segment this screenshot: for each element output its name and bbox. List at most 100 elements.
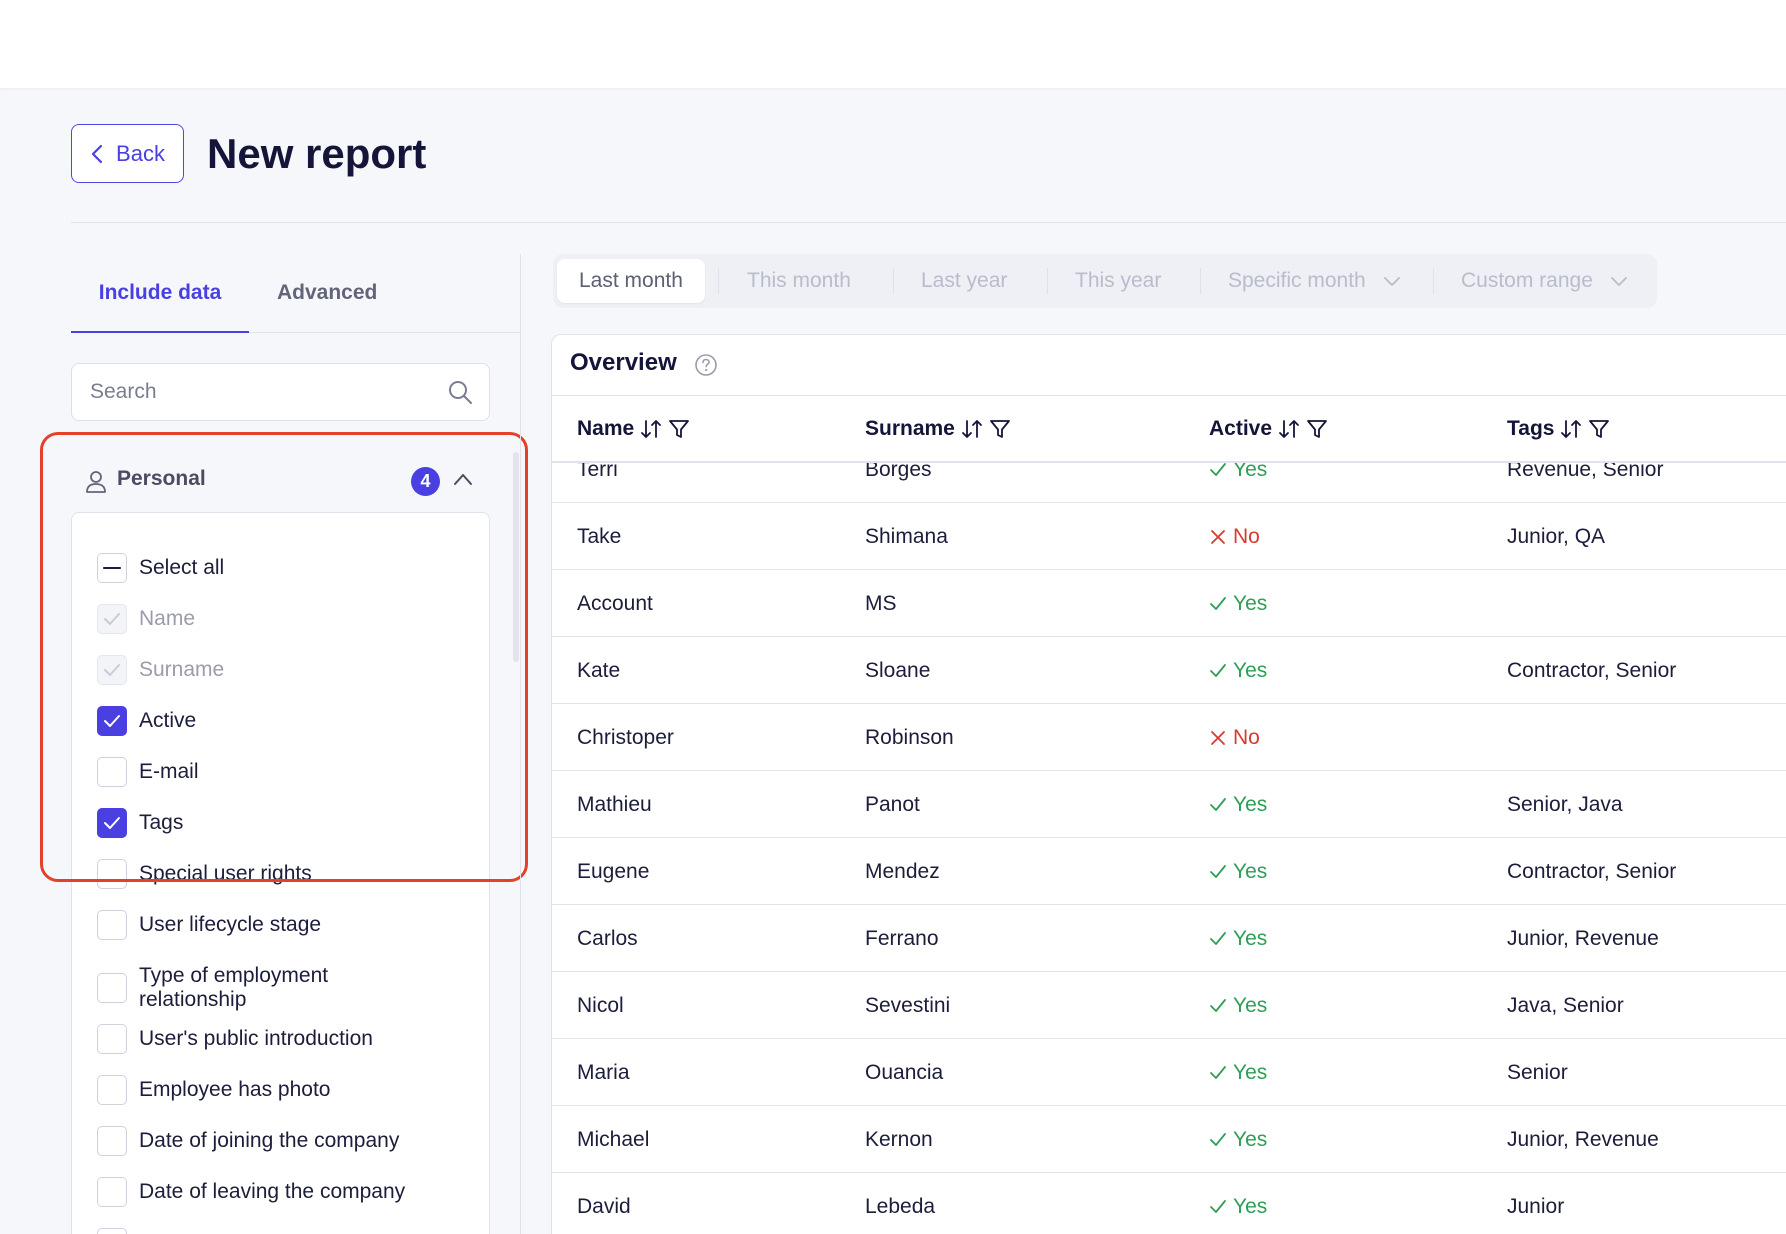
checkbox[interactable] — [97, 859, 127, 889]
column-label: Active — [1209, 417, 1273, 440]
table-row[interactable]: Christoper Robinson No — [552, 704, 1786, 771]
cell-name: Maria — [577, 1061, 630, 1084]
option-next[interactable] — [97, 1227, 127, 1234]
checkbox[interactable] — [97, 910, 127, 940]
option-label: Date of joining the company — [139, 1129, 400, 1152]
table-row[interactable]: Nicol Sevestini Yes Java, Senior — [552, 972, 1786, 1039]
cell-active: No — [1209, 704, 1260, 771]
checkbox-disabled — [97, 604, 127, 634]
cell-name: Carlos — [577, 927, 638, 950]
cell-surname: Lebeda — [865, 1195, 936, 1218]
cell-active: Yes — [1209, 637, 1267, 704]
cell-active: Yes — [1209, 972, 1267, 1039]
cell-name: Michael — [577, 1128, 650, 1151]
option-date-leaving[interactable]: Date of leaving the company — [97, 1176, 405, 1208]
checkbox[interactable] — [97, 1228, 127, 1234]
option-user-lifecycle-stage[interactable]: User lifecycle stage — [97, 909, 321, 941]
checkbox[interactable] — [97, 1126, 127, 1156]
checkbox[interactable] — [97, 1024, 127, 1054]
check-icon — [1210, 1199, 1226, 1213]
option-label: Employee has photo — [139, 1078, 331, 1101]
active-status: Yes — [1233, 793, 1268, 816]
chevron-up-icon[interactable] — [453, 472, 473, 486]
column-header-surname[interactable]: Surname — [865, 417, 1011, 441]
period-specific-month[interactable]: Specific month — [1206, 259, 1422, 303]
checkbox-indeterminate[interactable] — [97, 553, 127, 583]
checkbox[interactable] — [97, 1177, 127, 1207]
column-header-tags[interactable]: Tags — [1507, 417, 1610, 441]
check-icon — [104, 715, 120, 727]
option-special-user-rights[interactable]: Special user rights — [97, 858, 312, 890]
active-status: Yes — [1233, 994, 1268, 1017]
option-tags[interactable]: Tags — [97, 807, 183, 839]
sort-icon[interactable] — [640, 418, 662, 440]
checkbox[interactable] — [97, 1075, 127, 1105]
filter-icon[interactable] — [1588, 418, 1610, 440]
cell-surname: Robinson — [865, 726, 954, 749]
column-header-active[interactable]: Active — [1209, 417, 1328, 441]
period-this-year[interactable]: This year — [1075, 269, 1162, 292]
check-icon — [1210, 797, 1226, 811]
sort-icon[interactable] — [1278, 418, 1300, 440]
search-icon[interactable] — [447, 379, 473, 405]
column-label: Name — [577, 417, 635, 440]
overview-title: Overview — [570, 349, 677, 376]
search-box — [71, 363, 490, 421]
table-row[interactable]: Terri Borges Yes Revenue, Senior — [552, 462, 1786, 503]
option-label: Select all — [139, 556, 225, 579]
scrollbar-thumb[interactable] — [513, 452, 519, 662]
filter-icon[interactable] — [989, 418, 1011, 440]
x-icon — [1211, 529, 1225, 544]
table-row[interactable]: Take Shimana No Junior, QA — [552, 503, 1786, 570]
divider — [71, 222, 1786, 223]
table-row[interactable]: Michael Kernon Yes Junior, Revenue — [552, 1106, 1786, 1173]
table-row[interactable]: Eugene Mendez Yes Contractor, Senior — [552, 838, 1786, 905]
check-icon — [1210, 596, 1226, 610]
search-input[interactable] — [90, 364, 430, 419]
option-surname: Surname — [97, 654, 224, 686]
cell-tags: Junior, QA — [1507, 525, 1606, 548]
cell-surname: Mendez — [865, 860, 940, 883]
table-row[interactable]: Kate Sloane Yes Contractor, Senior — [552, 637, 1786, 704]
period-custom-range[interactable]: Custom range — [1439, 259, 1649, 303]
help-icon[interactable] — [694, 353, 718, 377]
period-last-month[interactable]: Last month — [557, 259, 705, 303]
group-personal-header[interactable]: Personal 4 — [85, 463, 478, 501]
tab-advanced[interactable]: Advanced — [277, 281, 378, 304]
cell-surname: Sloane — [865, 659, 931, 682]
sort-icon[interactable] — [961, 418, 983, 440]
option-date-joining[interactable]: Date of joining the company — [97, 1125, 399, 1157]
option-label: Special user rights — [139, 862, 312, 885]
checkbox-checked[interactable] — [97, 706, 127, 736]
table-row[interactable]: Mathieu Panot Yes Senior, Java — [552, 771, 1786, 838]
table-row[interactable]: Carlos Ferrano Yes Junior, Revenue — [552, 905, 1786, 972]
table-body: Terri Borges Yes Revenue, Senior Take Shimana… — [552, 462, 1786, 1234]
checkbox[interactable] — [97, 973, 127, 1003]
checkbox[interactable] — [97, 757, 127, 787]
separator — [718, 268, 719, 294]
option-select-all[interactable]: Select all — [97, 552, 224, 584]
option-employment-type[interactable]: Type of employment relationship — [97, 960, 379, 1016]
cell-active: Yes — [1209, 462, 1267, 503]
table-row[interactable]: Account MS Yes — [552, 570, 1786, 637]
option-email[interactable]: E-mail — [97, 756, 199, 788]
table-row[interactable]: Maria Ouancia Yes Senior — [552, 1039, 1786, 1106]
period-last-year[interactable]: Last year — [921, 269, 1008, 292]
field-options-list: Select all Name Surname Active E-mail Ta… — [71, 512, 490, 1234]
option-employee-has-photo[interactable]: Employee has photo — [97, 1074, 330, 1106]
period-this-month[interactable]: This month — [747, 269, 851, 292]
option-active[interactable]: Active — [97, 705, 196, 737]
active-status: Yes — [1233, 592, 1268, 615]
tab-include-data[interactable]: Include data — [71, 268, 249, 333]
filter-icon[interactable] — [1306, 418, 1328, 440]
period-label: Specific month — [1228, 269, 1366, 292]
divider — [520, 254, 521, 1234]
back-button[interactable]: Back — [71, 124, 184, 183]
column-header-name[interactable]: Name — [577, 417, 690, 441]
option-public-introduction[interactable]: User's public introduction — [97, 1023, 373, 1055]
filter-icon[interactable] — [668, 418, 690, 440]
separator — [1433, 268, 1434, 294]
sort-icon[interactable] — [1560, 418, 1582, 440]
checkbox-checked[interactable] — [97, 808, 127, 838]
table-row[interactable]: David Lebeda Yes Junior — [552, 1173, 1786, 1234]
